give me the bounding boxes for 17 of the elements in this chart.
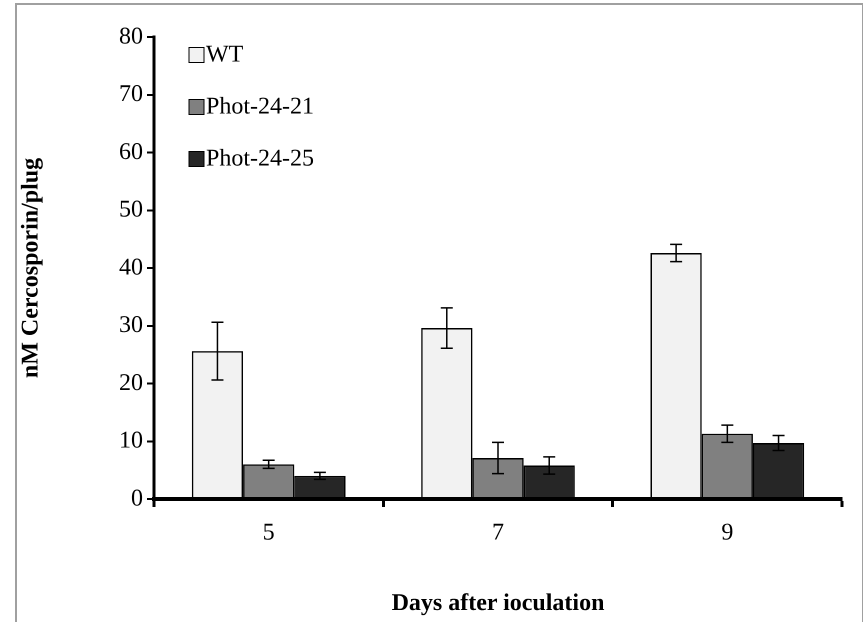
x-axis-title: Days after ioculation bbox=[392, 590, 604, 616]
y-tick-label: 70 bbox=[119, 81, 143, 108]
legend-label: WT bbox=[206, 41, 244, 68]
y-tick-label: 30 bbox=[119, 312, 143, 338]
y-tick-label: 60 bbox=[119, 138, 143, 165]
x-tick-label: 9 bbox=[721, 520, 734, 546]
y-tick-label: 0 bbox=[131, 485, 143, 512]
y-tick-label: 20 bbox=[119, 370, 143, 396]
x-tick-label: 7 bbox=[492, 520, 504, 546]
legend-label: Phot-24-25 bbox=[206, 145, 314, 172]
legend-label: Phot-24-21 bbox=[206, 93, 314, 120]
x-tick-label: 5 bbox=[262, 520, 275, 546]
y-tick-label: 10 bbox=[119, 428, 143, 454]
y-axis-title: nM Cercosporin/plug bbox=[18, 158, 44, 378]
y-tick-label: 80 bbox=[119, 23, 143, 50]
y-tick-label: 40 bbox=[119, 254, 143, 280]
y-tick-label: 50 bbox=[119, 196, 143, 223]
